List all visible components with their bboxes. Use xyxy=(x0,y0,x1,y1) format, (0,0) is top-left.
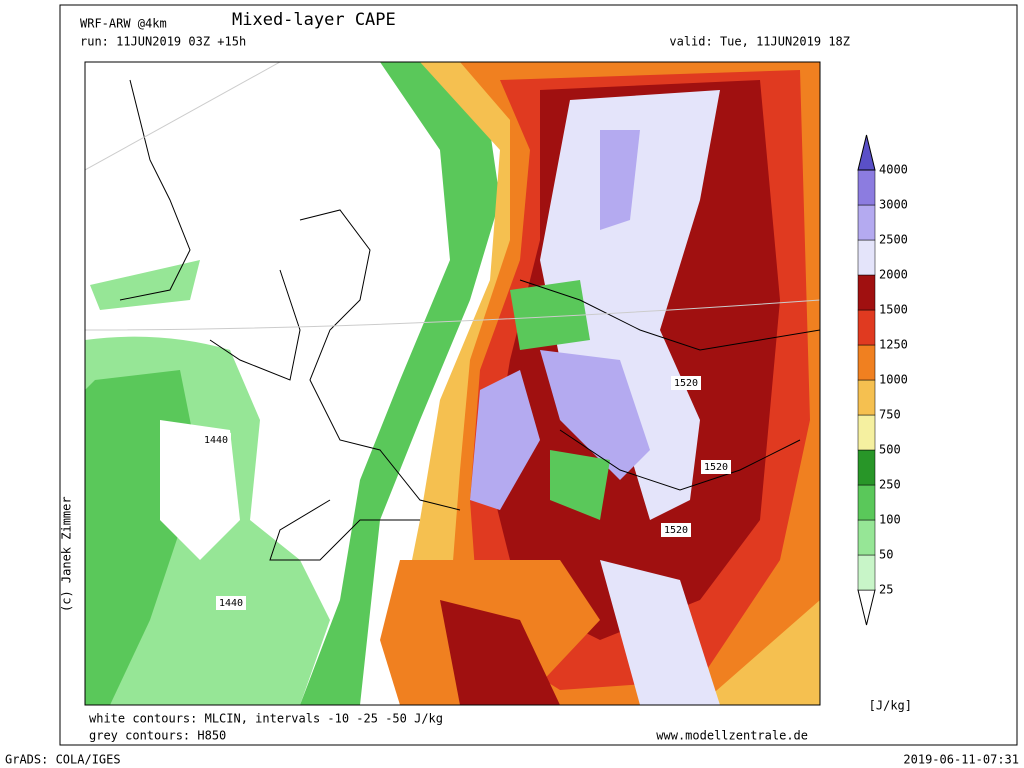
colorbar-label: 3000 xyxy=(879,198,908,212)
legend-line: grey contours: H850 xyxy=(89,729,226,743)
colorbar-triangle xyxy=(857,134,876,171)
colorbar-label: 25 xyxy=(879,583,893,597)
contour-label-box xyxy=(216,596,246,610)
colorbar-box xyxy=(857,344,876,381)
valid: valid: Tue, 11JUN2019 18Z xyxy=(669,35,850,49)
colorbar-label: 500 xyxy=(879,443,901,457)
colorbar-box xyxy=(857,169,876,206)
timestamp: 2019-06-11-07:31 xyxy=(903,753,1019,767)
contour-label: 1520 xyxy=(704,462,728,473)
colorbar-label: 2500 xyxy=(879,233,908,247)
map xyxy=(85,62,820,705)
colorbar-label: 4000 xyxy=(879,163,908,177)
software: GrADS: COLA/IGES xyxy=(5,753,121,767)
contour-label-box xyxy=(201,433,231,447)
colorbar-label: 50 xyxy=(879,548,893,562)
colorbar-triangle xyxy=(857,589,876,626)
contour-label: 1520 xyxy=(664,525,688,536)
contour-label: 1520 xyxy=(674,378,698,389)
colorbar-label: 250 xyxy=(879,478,901,492)
source: www.modellzentrale.de xyxy=(656,729,808,743)
model: WRF-ARW @4km xyxy=(80,17,167,31)
frame xyxy=(59,4,1018,746)
colorbar-label: 1250 xyxy=(879,338,908,352)
colorbar-label: 100 xyxy=(879,513,901,527)
map-border xyxy=(84,61,821,706)
contour-label-box xyxy=(671,376,701,390)
colorbar-label: 1000 xyxy=(879,373,908,387)
colorbar-box xyxy=(857,379,876,416)
run: run: 11JUN2019 03Z +15h xyxy=(80,35,246,49)
contour-label: 1440 xyxy=(219,598,243,609)
contour-label-box xyxy=(661,523,691,537)
contour-labels: 1440 1440 1520 1520 1520 xyxy=(201,376,731,610)
colorbar-label: 1500 xyxy=(879,303,908,317)
contour-label: 1440 xyxy=(204,435,228,446)
colorbar: 25 50 100 250 500 750 1000 1250 1500 2000 2500 3000… xyxy=(857,134,908,626)
unit: [J/kg] xyxy=(869,699,912,713)
colorbar-box xyxy=(857,449,876,486)
colorbar-box xyxy=(857,484,876,521)
colorbar-box xyxy=(857,239,876,276)
colorbar-box xyxy=(857,519,876,556)
colorbar-box xyxy=(857,204,876,241)
colorbar-box xyxy=(857,309,876,346)
title: Mixed-layer CAPE xyxy=(232,10,396,30)
colorbar-label: 750 xyxy=(879,408,901,422)
colorbar-label: 2000 xyxy=(879,268,908,282)
contour-label-box xyxy=(701,460,731,474)
colorbar-box xyxy=(857,274,876,311)
credit: (c) Janek Zimmer xyxy=(60,496,74,612)
legend-line: white contours: MLCIN, intervals -10 -25… xyxy=(89,712,443,726)
colorbar-box xyxy=(857,414,876,451)
colorbar-box xyxy=(857,554,876,591)
